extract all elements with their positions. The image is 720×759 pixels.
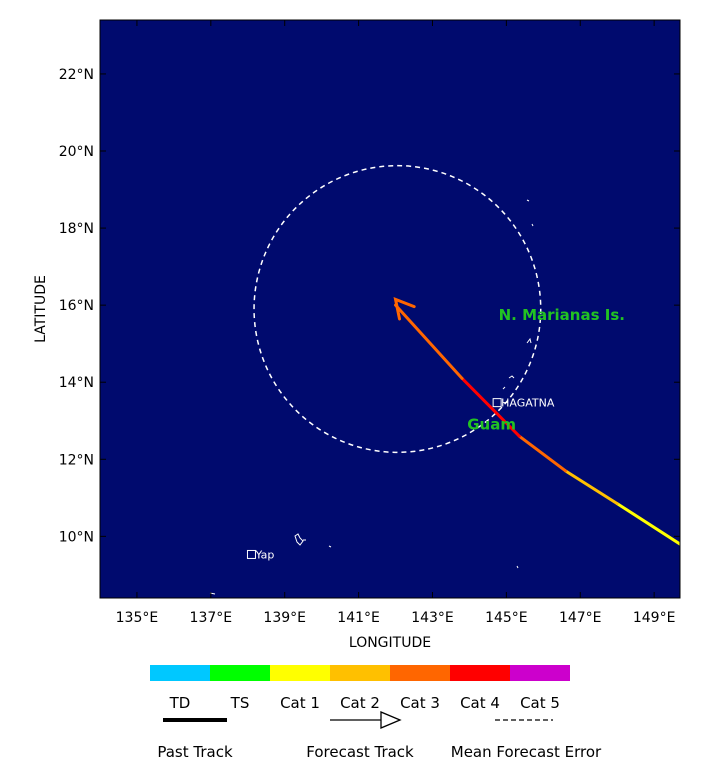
y-axis-title: LATITUDE [33,275,49,343]
category-color-bar [150,665,570,681]
latitude-axis: 10°N 12°N 14°N 16°N 18°N 20°N 22°N [59,67,680,545]
lon-tick-label: 145°E [485,610,528,626]
island-outline [508,375,515,379]
place-marker-icon [492,398,502,408]
lon-tick-label: 141°E [337,610,380,626]
island-outline [328,545,332,548]
category-label: Cat 2 [340,694,380,712]
island-outlines [209,199,534,595]
track-segment [615,502,680,546]
map-plot-area [100,20,680,598]
region-label: Guam [467,416,516,434]
category-swatch [330,665,390,681]
region-label: N. Marianas Is. [499,306,625,324]
category-swatch [210,665,270,681]
lon-tick-label: 135°E [116,610,159,626]
island-outline [294,533,304,546]
lon-tick-label: 137°E [190,610,233,626]
lon-tick-label: 147°E [559,610,602,626]
region-labels: N. Marianas Is. Guam [467,306,625,434]
track-segment [563,469,619,506]
place-label: Yap [254,548,274,561]
mean-forecast-error-label: Mean Forecast Error [451,743,602,759]
category-swatch [390,665,450,681]
category-label: TS [230,694,250,712]
category-swatch [150,665,210,681]
longitude-axis: 135°E 137°E 139°E 141°E 143°E 145°E 147°E 149°E [116,20,676,626]
legend-symbols [163,711,553,729]
category-swatch [510,665,570,681]
island-outline [516,565,519,569]
category-swatch [450,665,510,681]
lat-tick-label: 18°N [59,221,94,237]
category-label: Cat 1 [280,694,320,712]
lat-tick-label: 10°N [59,529,94,545]
place-label: HAGATNA [501,397,555,410]
category-swatch [270,665,330,681]
lon-tick-label: 149°E [633,610,676,626]
mean-forecast-error-circle [253,164,542,454]
forecast-track-label: Forecast Track [306,743,414,759]
category-label: Cat 5 [520,694,560,712]
forecast-track [394,303,680,546]
track-segment [460,376,521,438]
category-labels: TD TS Cat 1 Cat 2 Cat 3 Cat 4 Cat 5 [169,694,560,712]
map-frame [99,19,681,599]
lon-tick-label: 139°E [263,610,306,626]
category-label: Cat 4 [460,694,500,712]
lat-tick-label: 12°N [59,452,94,468]
category-label: Cat 3 [400,694,440,712]
past-track-label: Past Track [157,743,233,759]
lon-tick-label: 143°E [411,610,454,626]
category-label: TD [169,694,191,712]
forecast-arrowhead [393,296,416,321]
x-axis-title: LONGITUDE [349,635,431,651]
track-segment [394,303,464,380]
lat-tick-label: 20°N [59,144,94,160]
island-outline [502,386,506,390]
island-outline [526,337,532,344]
lat-tick-label: 16°N [59,298,94,314]
lat-tick-label: 14°N [59,375,94,391]
island-outline [531,223,534,227]
lat-tick-label: 22°N [59,67,94,83]
island-outline [526,199,530,202]
track-segment [517,434,567,473]
forecast-arrow-icon [380,711,402,729]
place-marker-icon [246,549,256,559]
place-markers: HAGATNA Yap [246,397,555,561]
